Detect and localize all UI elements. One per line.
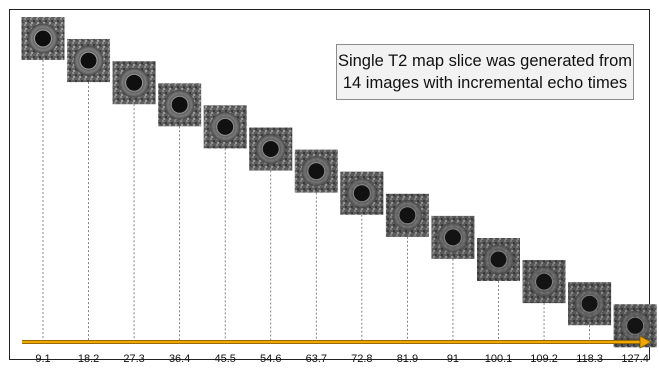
- thumbnail-shade: [340, 171, 384, 215]
- thumbnail-shade: [294, 149, 338, 193]
- echo-time-axis: [22, 335, 652, 349]
- note-line-1: Single T2 map slice was generated from: [337, 52, 633, 70]
- vessel-lumen: [536, 273, 553, 290]
- outer-border: [9, 9, 650, 360]
- tick-label: 45.5: [214, 353, 235, 365]
- vessel-lumen: [262, 141, 279, 157]
- tick-label: 100.1: [485, 353, 513, 365]
- tick-label: 109.2: [530, 353, 558, 365]
- thumbnail-shade: [431, 215, 475, 259]
- thumbnail-shade: [67, 39, 111, 83]
- thumbnail-shade: [203, 105, 247, 149]
- mri-thumbnail: [477, 238, 520, 281]
- mri-thumbnail: [67, 39, 111, 83]
- mri-thumbnail: [158, 83, 202, 127]
- mri-thumbnail: [340, 171, 384, 215]
- tick-label: 27.3: [123, 353, 144, 365]
- tick-label: 9.1: [35, 353, 50, 365]
- thumbnail-shade: [385, 193, 429, 237]
- vessel-lumen: [308, 163, 325, 180]
- mri-thumbnail: [21, 17, 65, 60]
- tick-label: 18.2: [78, 353, 99, 365]
- vessel-lumen: [126, 74, 143, 91]
- mri-thumbnail: [112, 61, 156, 105]
- tick-label: 72.8: [351, 353, 372, 365]
- note-box: Single T2 map slice was generated from 1…: [336, 44, 634, 100]
- thumbnail-shade: [568, 282, 612, 326]
- tick-label: 81.9: [397, 353, 418, 365]
- vessel-lumen: [490, 251, 507, 268]
- mri-thumbnail: [203, 105, 247, 149]
- vessel-lumen: [399, 207, 416, 224]
- vessel-lumen: [171, 96, 188, 113]
- vessel-lumen: [444, 229, 461, 246]
- thumbnail-series: [21, 17, 657, 348]
- tick-label: 54.6: [260, 353, 281, 365]
- mri-thumbnail: [568, 282, 612, 326]
- tick-label: 91: [447, 353, 459, 365]
- vessel-lumen: [353, 185, 370, 202]
- tick-label: 36.4: [169, 353, 190, 365]
- tick-labels: 9.1 18.2 27.3 36.4 45.5 54.6 63.7 72.8 81.9 91 100…: [35, 353, 649, 365]
- vessel-lumen: [35, 30, 51, 47]
- mri-thumbnail: [431, 215, 475, 259]
- thumbnail-shade: [112, 61, 156, 105]
- tick-label: 118.3: [576, 353, 603, 365]
- thumbnail-shade: [477, 238, 520, 281]
- mri-thumbnail: [294, 149, 338, 193]
- thumbnail-shade: [522, 260, 566, 304]
- mri-thumbnail: [249, 127, 293, 171]
- tick-label: 63.7: [306, 353, 327, 365]
- guide-lines: [42, 60, 636, 348]
- thumbnail-shade: [249, 127, 293, 171]
- vessel-lumen: [80, 52, 97, 69]
- axis-arrowhead-icon: [639, 335, 652, 349]
- tick-label: 127.4: [621, 353, 649, 365]
- note-line-2: 14 images with incremental echo times: [342, 74, 628, 92]
- mri-thumbnail: [522, 260, 566, 304]
- vessel-lumen: [627, 317, 644, 334]
- mri-thumbnail: [385, 193, 429, 237]
- vessel-lumen: [581, 295, 598, 312]
- thumbnail-shade: [158, 83, 202, 127]
- vessel-lumen: [217, 118, 234, 135]
- thumbnail-shade: [21, 17, 65, 60]
